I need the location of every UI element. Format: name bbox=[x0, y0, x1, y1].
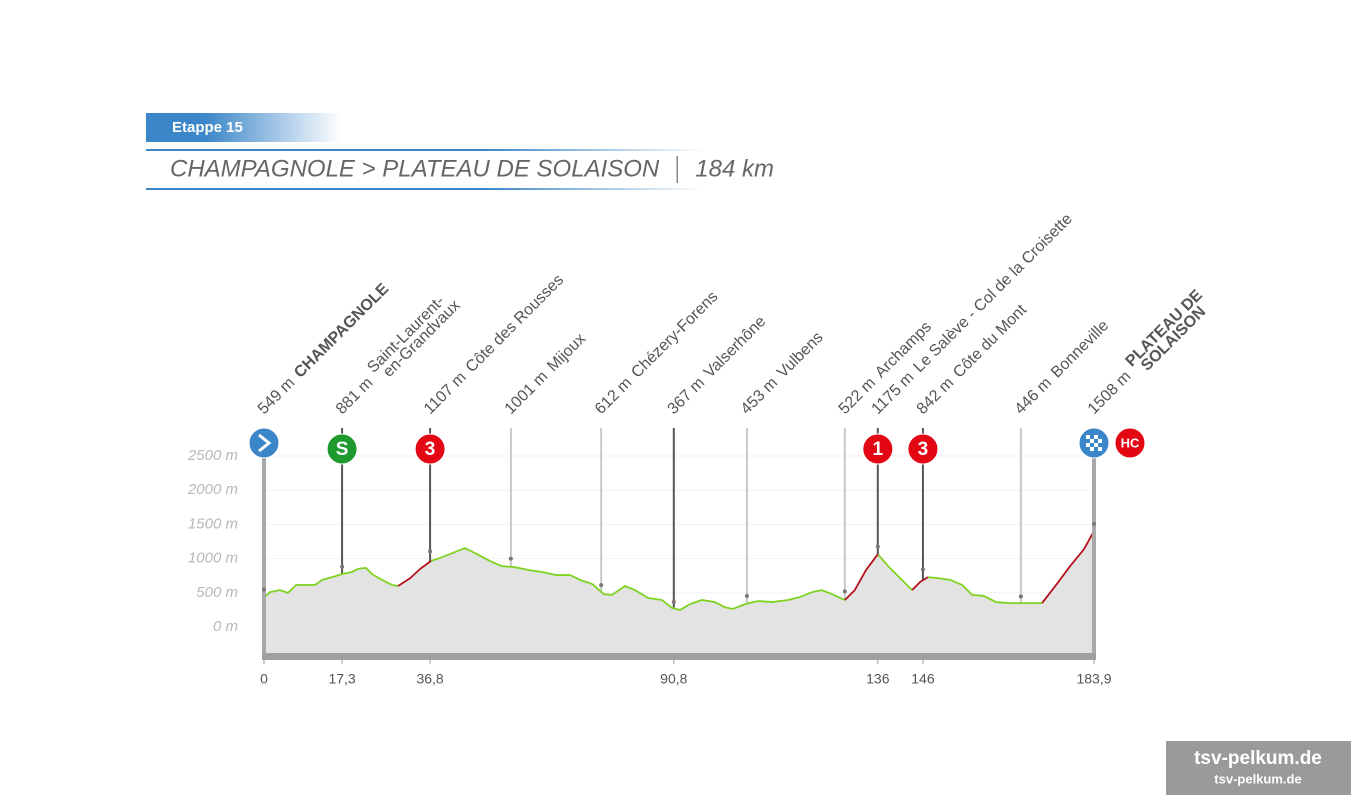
title-box bbox=[146, 113, 341, 142]
y-tick-label: 2500 m bbox=[187, 447, 238, 464]
category-marker bbox=[326, 433, 358, 465]
waypoint-elevation-label: 1001 m bbox=[502, 368, 552, 418]
waypoint-elevation-label: 1508 m bbox=[1085, 368, 1135, 418]
waypoint-elevation-label: 1107 m bbox=[421, 369, 470, 418]
waypoint-elevation bbox=[508, 556, 513, 561]
category-marker bbox=[414, 433, 446, 465]
profile-line bbox=[263, 547, 1043, 611]
y-tick-label: 500 m bbox=[196, 584, 238, 601]
waypoint-elevation bbox=[1018, 594, 1023, 599]
finish-flag bbox=[1094, 435, 1098, 439]
x-axis-bar bbox=[262, 653, 1096, 660]
category-label: HC bbox=[1121, 435, 1140, 450]
waypoint-elevation bbox=[744, 594, 749, 599]
x-tick-label: 136 bbox=[866, 671, 890, 687]
plot: 0 m 500 m 1000 m 1500 m 2000 m 2500 m 0 17,3 36,… bbox=[187, 210, 1209, 687]
waypoint-elevation-label: 446 m bbox=[1012, 374, 1055, 417]
waypoint-elevation bbox=[1092, 521, 1096, 526]
waypoint-elevation-label: 367 m bbox=[665, 374, 708, 417]
category-label: S bbox=[336, 439, 349, 460]
rule bbox=[146, 188, 706, 190]
y-tick-label: 0 m bbox=[213, 618, 238, 635]
rule bbox=[146, 149, 706, 151]
x-tick-label: 0 bbox=[260, 671, 268, 687]
waypoint-name: Bonneville bbox=[1048, 317, 1112, 381]
category-marker bbox=[907, 433, 939, 465]
waypoint-elevation-label: 453 m bbox=[738, 374, 781, 417]
waypoint-name: Valserhône bbox=[701, 313, 770, 382]
waypoint-elevation-label: 549 m bbox=[255, 374, 298, 417]
waypoint-elevation-label: 1175 m bbox=[869, 369, 918, 418]
y-tick-label: 1500 m bbox=[188, 515, 238, 532]
category-marker bbox=[862, 433, 894, 465]
waypoint-name: Mijoux bbox=[544, 330, 589, 375]
waypoint-elevation bbox=[842, 589, 847, 594]
waypoint-elevation bbox=[875, 544, 880, 549]
profile-fill bbox=[264, 530, 1094, 655]
waypoint-elevation bbox=[428, 549, 433, 554]
watermark-box bbox=[1166, 741, 1351, 795]
y-tick-label: 1000 m bbox=[188, 550, 238, 567]
chart-subtitle: CHAMPAGNOLE > PLATEAU DE SOLAISON bbox=[170, 155, 660, 182]
waypoint-elevation-label: 522 m bbox=[836, 374, 879, 417]
finish-flag bbox=[1090, 439, 1094, 443]
finish-flag bbox=[1098, 439, 1102, 443]
y-tick-label: 2000 m bbox=[187, 481, 238, 498]
waypoint-elevation bbox=[340, 564, 345, 569]
category-label: 1 bbox=[873, 439, 884, 460]
finish-flag bbox=[1098, 447, 1102, 451]
x-tick-label: 146 bbox=[911, 671, 935, 687]
x-tick-label: 17,3 bbox=[328, 671, 355, 687]
waypoint-elevation bbox=[671, 599, 676, 604]
waypoint-elevation bbox=[262, 587, 266, 592]
waypoint-elevation bbox=[920, 567, 925, 572]
start-chevron bbox=[258, 433, 272, 453]
distance: 184 km bbox=[695, 155, 774, 182]
watermark: tsv-pelkum.de bbox=[1194, 748, 1322, 769]
finish-flag bbox=[1094, 443, 1098, 447]
category-label: 3 bbox=[425, 439, 436, 460]
chart-title: Etappe 15 bbox=[172, 119, 243, 136]
finish-flag bbox=[1090, 447, 1094, 451]
finish-flag bbox=[1086, 435, 1090, 439]
x-tick-label: 183,9 bbox=[1076, 671, 1111, 687]
waypoint-icon bbox=[248, 427, 280, 459]
category-marker bbox=[1114, 427, 1146, 459]
category-label: 3 bbox=[918, 439, 929, 460]
x-tick-label: 90,8 bbox=[660, 671, 687, 687]
watermark: tsv-pelkum.de bbox=[1214, 771, 1301, 786]
waypoint-elevation bbox=[599, 583, 604, 588]
waypoint-elevation-label: 612 m bbox=[592, 374, 635, 417]
x-tick-label: 36,8 bbox=[416, 671, 443, 687]
waypoint-elevation-label: 881 m bbox=[333, 374, 376, 417]
waypoint-name: Vulbens bbox=[774, 329, 827, 382]
waypoint-name: Le Salève - Col de la Croisette bbox=[910, 210, 1076, 376]
waypoint-elevation-label: 842 m bbox=[914, 374, 957, 417]
finish-flag bbox=[1086, 443, 1090, 447]
profile-line bbox=[397, 530, 1095, 604]
